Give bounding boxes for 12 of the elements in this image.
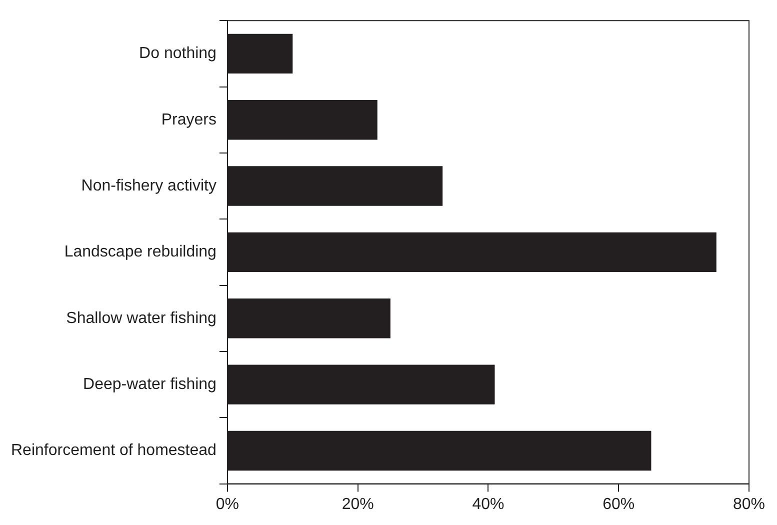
x-tick-label: 0% [216,496,240,513]
y-tick-label: Shallow water fishing [66,310,216,327]
x-tick-label: 80% [732,496,766,513]
x-tick-label: 60% [602,496,635,513]
y-tick-label: Prayers [161,111,216,128]
x-tick-label: 20% [342,496,374,513]
x-tick-label: 40% [472,496,504,513]
y-tick-label: Do nothing [139,45,216,62]
y-tick-label: Landscape rebuilding [64,244,216,261]
y-tick-label: Non-fishery activity [81,177,216,194]
y-tick-label: Reinforcement of homestead [10,442,216,460]
y-tick-label: Deep-water fishing [83,376,216,393]
